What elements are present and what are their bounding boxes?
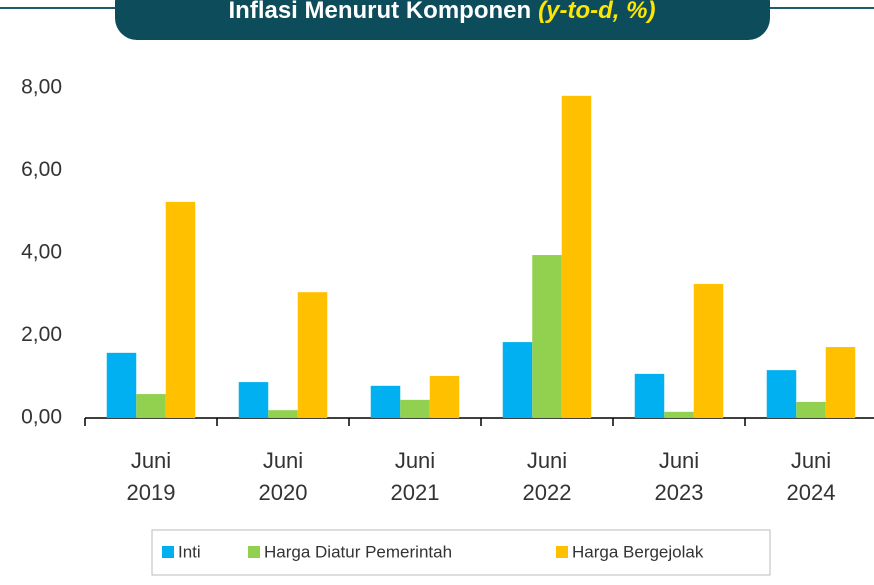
legend-swatch [556,546,568,558]
title-box [115,0,770,40]
x-tick-label: 2024 [787,480,836,505]
bar [370,385,401,418]
bar [136,394,166,418]
x-tick-label: 2021 [391,480,440,505]
x-tick-label: 2022 [523,480,572,505]
x-tick-label: 2020 [259,480,308,505]
y-tick-label: 6,00 [21,158,62,181]
bar [106,352,137,418]
x-tick-label: Juni [659,448,699,473]
bar [825,347,856,418]
x-tick-label: Juni [395,448,435,473]
chart-title: Inflasi Menurut Komponen (y-to-d, %) [229,0,656,24]
legend-swatch [248,546,260,558]
bar [532,255,562,418]
bar [238,382,269,418]
y-tick-label: 4,00 [21,241,62,264]
bar [502,342,533,418]
bar [664,411,694,418]
y-tick-label: 8,00 [21,76,62,99]
bar [268,410,298,418]
bar [429,375,460,418]
y-tick-label: 2,00 [21,323,62,346]
bar [297,292,328,418]
bar [634,373,665,418]
x-tick-label: Juni [791,448,831,473]
x-tick-label: 2023 [655,480,704,505]
y-tick-label: 0,00 [21,406,62,429]
legend-label: Harga Diatur Pemerintah [264,542,452,561]
bar [400,399,430,418]
x-tick-label: Juni [527,448,567,473]
legend-label: Harga Bergejolak [572,542,704,561]
x-tick-label: Juni [131,448,171,473]
bar [796,401,826,418]
bar [561,95,592,419]
legend-label: Inti [178,542,201,561]
x-tick-label: Juni [263,448,303,473]
legend-swatch [162,546,174,558]
bar [693,283,724,418]
x-tick-label: 2019 [127,480,176,505]
bar [165,201,196,418]
bar [766,370,797,418]
